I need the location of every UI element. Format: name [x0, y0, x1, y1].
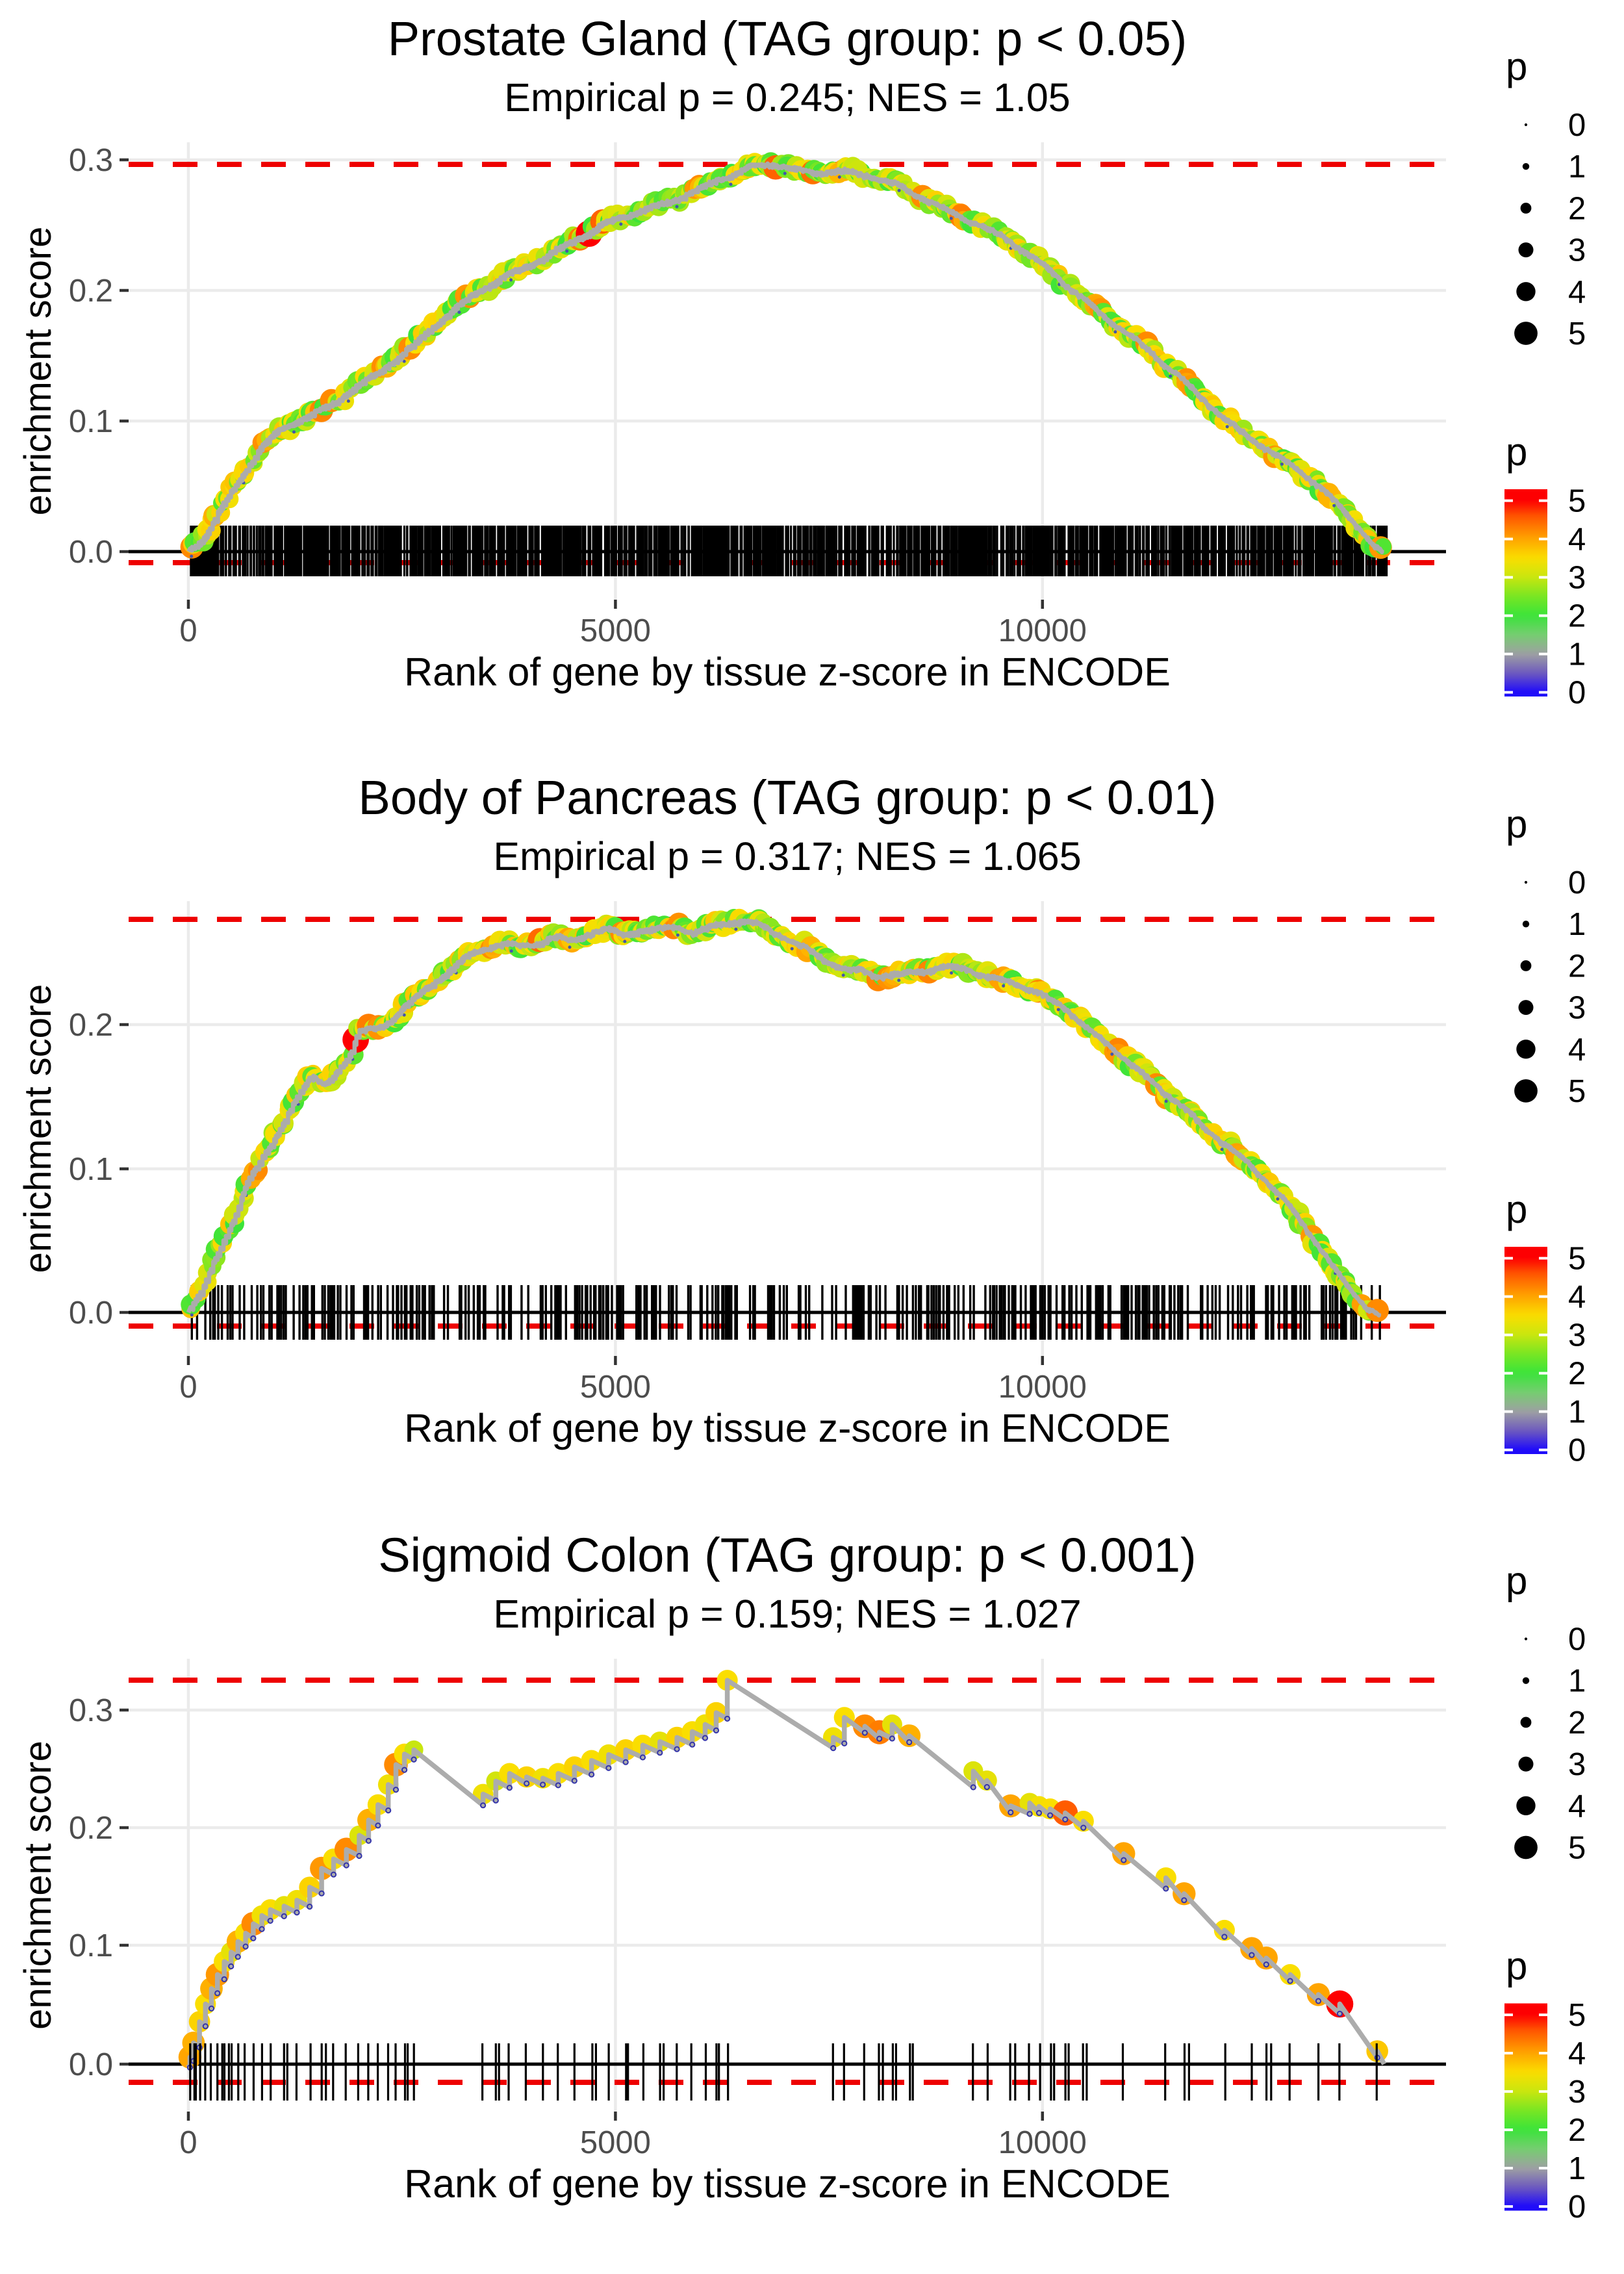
svg-text:5: 5 [1568, 1074, 1586, 1109]
svg-text:0.1: 0.1 [69, 1152, 113, 1187]
svg-text:4: 4 [1568, 2036, 1586, 2071]
svg-text:p: p [1506, 45, 1527, 88]
svg-text:1: 1 [1568, 2151, 1586, 2186]
svg-text:5000: 5000 [580, 1370, 651, 1405]
svg-text:10000: 10000 [998, 613, 1087, 648]
svg-text:4: 4 [1568, 1789, 1586, 1824]
svg-text:0.0: 0.0 [69, 1296, 113, 1331]
svg-text:Empirical p = 0.317; NES = 1.0: Empirical p = 0.317; NES = 1.065 [493, 834, 1081, 878]
svg-text:5: 5 [1568, 316, 1586, 351]
svg-text:3: 3 [1568, 561, 1586, 596]
svg-text:2: 2 [1568, 1357, 1586, 1392]
svg-text:0.2: 0.2 [69, 1008, 113, 1043]
svg-text:0.3: 0.3 [69, 143, 113, 178]
svg-text:2: 2 [1568, 2113, 1586, 2148]
svg-text:p: p [1506, 430, 1527, 474]
svg-text:Rank of gene by tissue z-score: Rank of gene by tissue z-score in ENCODE [404, 2162, 1171, 2206]
svg-text:enrichment score: enrichment score [17, 227, 59, 516]
svg-text:0.0: 0.0 [69, 2047, 113, 2082]
svg-text:0.2: 0.2 [69, 274, 113, 309]
svg-text:2: 2 [1568, 1706, 1586, 1741]
svg-text:1: 1 [1568, 1664, 1586, 1699]
svg-text:0: 0 [1568, 108, 1586, 143]
svg-text:p: p [1506, 1188, 1527, 1231]
svg-text:Body of Pancreas (TAG group: p: Body of Pancreas (TAG group: p < 0.01) [358, 771, 1216, 824]
svg-text:0: 0 [179, 2125, 197, 2160]
svg-text:4: 4 [1568, 1280, 1586, 1315]
svg-text:1: 1 [1568, 637, 1586, 672]
svg-text:0.1: 0.1 [69, 1928, 113, 1963]
svg-text:0.3: 0.3 [69, 1693, 113, 1728]
svg-text:2: 2 [1568, 599, 1586, 634]
svg-text:0: 0 [1568, 1433, 1586, 1468]
svg-text:5: 5 [1568, 1242, 1586, 1277]
svg-text:Prostate Gland (TAG group: p <: Prostate Gland (TAG group: p < 0.05) [388, 12, 1187, 66]
svg-text:5: 5 [1568, 1831, 1586, 1866]
svg-text:Rank of gene by tissue z-score: Rank of gene by tissue z-score in ENCODE [404, 650, 1171, 694]
svg-text:5000: 5000 [580, 613, 651, 648]
svg-text:0: 0 [179, 613, 197, 648]
svg-text:enrichment score: enrichment score [17, 1741, 59, 2030]
svg-text:2: 2 [1568, 191, 1586, 226]
svg-text:0.1: 0.1 [69, 404, 113, 439]
svg-text:3: 3 [1568, 2075, 1586, 2110]
svg-text:4: 4 [1568, 1032, 1586, 1067]
svg-text:3: 3 [1568, 991, 1586, 1026]
svg-text:0.2: 0.2 [69, 1811, 113, 1846]
svg-text:0.0: 0.0 [69, 535, 113, 570]
svg-text:3: 3 [1568, 233, 1586, 268]
svg-text:p: p [1506, 802, 1527, 846]
svg-text:0: 0 [1568, 2190, 1586, 2225]
svg-text:2: 2 [1568, 949, 1586, 984]
svg-text:1: 1 [1568, 1395, 1586, 1430]
svg-text:Empirical p = 0.159; NES = 1.0: Empirical p = 0.159; NES = 1.027 [493, 1592, 1081, 1636]
svg-text:0: 0 [1568, 865, 1586, 901]
svg-text:0: 0 [1568, 1622, 1586, 1657]
svg-text:p: p [1506, 1559, 1527, 1603]
svg-text:3: 3 [1568, 1747, 1586, 1782]
svg-text:5: 5 [1568, 1998, 1586, 2033]
svg-text:5000: 5000 [580, 2125, 651, 2160]
svg-text:enrichment score: enrichment score [17, 984, 59, 1273]
svg-text:4: 4 [1568, 275, 1586, 310]
svg-text:Empirical p = 0.245; NES = 1.0: Empirical p = 0.245; NES = 1.05 [504, 75, 1070, 120]
svg-text:3: 3 [1568, 1318, 1586, 1353]
svg-text:0: 0 [1568, 676, 1586, 711]
svg-text:10000: 10000 [998, 2125, 1087, 2160]
svg-text:Sigmoid Colon (TAG group: p <: Sigmoid Colon (TAG group: p < 0.001) [378, 1528, 1196, 1582]
svg-text:1: 1 [1568, 149, 1586, 185]
svg-text:Rank of gene by tissue z-score: Rank of gene by tissue z-score in ENCODE [404, 1406, 1171, 1450]
svg-text:4: 4 [1568, 522, 1586, 557]
svg-text:1: 1 [1568, 907, 1586, 942]
svg-text:p: p [1506, 1945, 1527, 1988]
svg-text:10000: 10000 [998, 1370, 1087, 1405]
svg-text:5: 5 [1568, 484, 1586, 519]
svg-text:0: 0 [179, 1370, 197, 1405]
